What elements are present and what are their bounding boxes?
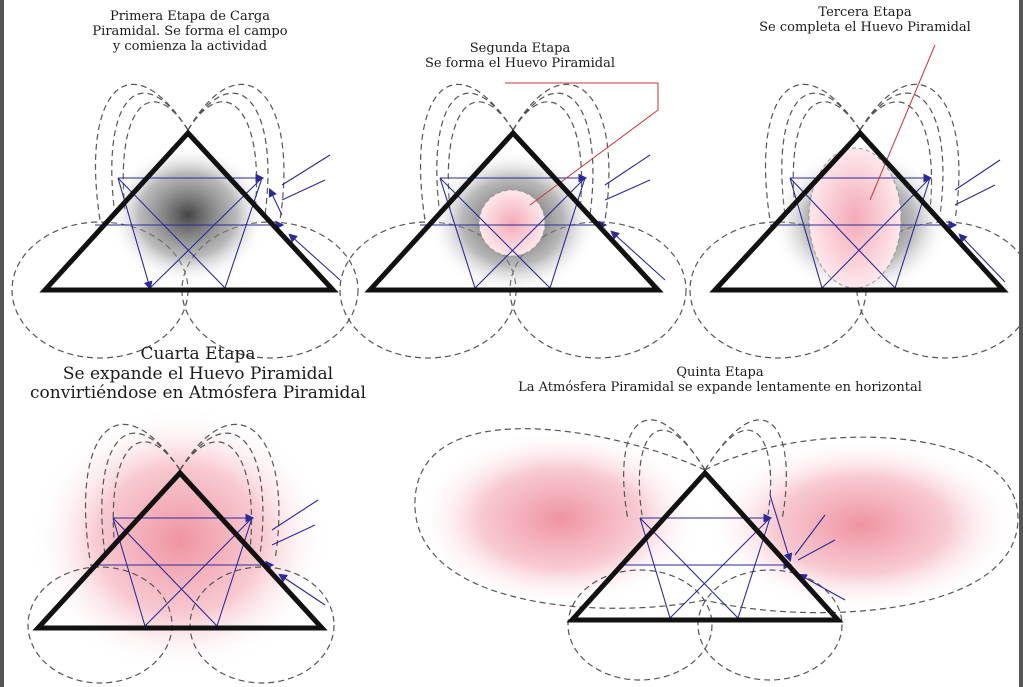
stage-5-figure xyxy=(414,419,1019,681)
stage-3-figure xyxy=(689,44,1023,359)
left-border xyxy=(0,0,4,687)
stage-3-line-1: Tercera Etapa xyxy=(818,5,912,20)
stage-4-line-2: Se expande el Huevo Piramidal xyxy=(62,363,334,384)
stage-1-caption: Primera Etapa de Carga Piramidal. Se for… xyxy=(70,9,310,55)
stage-5-line-2: La Atmósfera Piramidal se expande lentam… xyxy=(518,379,922,395)
stage-5-caption: Quinta Etapa La Atmósfera Piramidal se e… xyxy=(470,365,970,396)
stage-5-line-1: Quinta Etapa xyxy=(676,365,764,380)
stage-3-caption: Tercera Etapa Se completa el Huevo Piram… xyxy=(740,5,990,36)
stage-3-line-2: Se completa el Huevo Piramidal xyxy=(759,19,971,35)
stage-2-figure xyxy=(339,82,687,359)
stage-4-line-3: convirtiéndose en Atmósfera Piramidal xyxy=(30,383,366,404)
stage-4-figure xyxy=(27,405,335,684)
stage-1-line-2: Piramidal. Se forma el campo xyxy=(92,23,288,39)
stage-4-line-1: Cuarta Etapa xyxy=(140,344,256,364)
stage-2-line-2: Se forma el Huevo Piramidal xyxy=(424,55,616,71)
right-border xyxy=(1019,0,1023,687)
stage-1-line-3: y comienza la actividad xyxy=(112,38,268,54)
stage-4-caption: Cuarta Etapa Se expande el Huevo Piramid… xyxy=(8,344,388,404)
stage-1-line-1: Primera Etapa de Carga xyxy=(109,9,271,24)
stage-2-caption: Segunda Etapa Se forma el Huevo Piramida… xyxy=(395,41,645,72)
stage-2-line-1: Segunda Etapa xyxy=(469,41,571,56)
stage-1-figure xyxy=(11,83,359,359)
